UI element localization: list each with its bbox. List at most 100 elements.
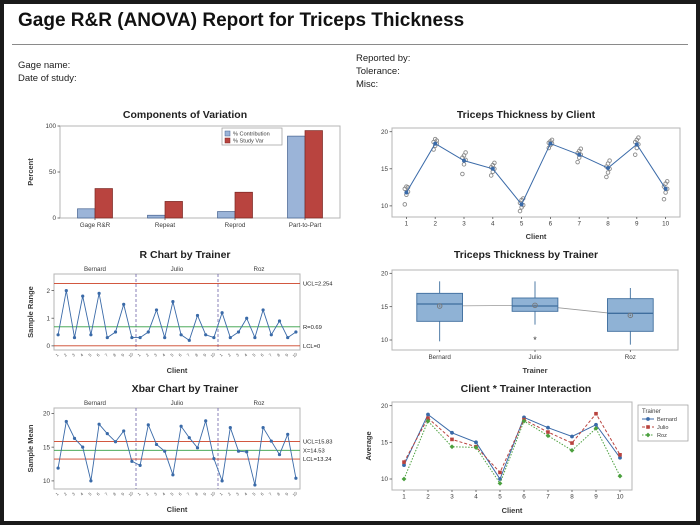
svg-text:10: 10 <box>662 221 670 228</box>
svg-text:Repeat: Repeat <box>155 222 176 229</box>
svg-text:Client: Client <box>167 505 188 514</box>
svg-text:8: 8 <box>276 352 282 358</box>
svg-text:Julio: Julio <box>171 400 184 407</box>
svg-text:Roz: Roz <box>625 354 636 361</box>
svg-text:Client: Client <box>526 232 547 241</box>
svg-text:Roz: Roz <box>253 400 264 407</box>
svg-text:3: 3 <box>462 221 466 228</box>
svg-text:Julio: Julio <box>171 266 184 273</box>
svg-text:10: 10 <box>291 351 298 358</box>
svg-text:10: 10 <box>209 490 216 497</box>
svg-text:2: 2 <box>63 352 69 358</box>
svg-text:1: 1 <box>136 491 142 497</box>
svg-text:7: 7 <box>186 352 192 358</box>
client-trainer-interaction-svg: 10 15 20 1 2 3 4 5 6 7 8 9 10 Trainer Bernard Julio Roz C… <box>364 401 689 515</box>
svg-text:9: 9 <box>284 352 290 358</box>
svg-text:15: 15 <box>43 444 51 451</box>
svg-text:LCL=13.24: LCL=13.24 <box>303 457 332 463</box>
svg-text:4: 4 <box>79 491 85 497</box>
misc-label: Misc: <box>356 79 379 90</box>
svg-text:R=0.69: R=0.69 <box>303 325 322 331</box>
svg-text:10: 10 <box>43 478 51 485</box>
header-fields-right: Reported by: Tolerance: Misc: <box>356 52 410 91</box>
svg-text:1: 1 <box>46 315 50 322</box>
panel-r-chart-by-trainer: R Chart by Trainer 0 1 2 Bernard Julio Roz UCL… <box>24 248 346 376</box>
svg-text:15: 15 <box>381 166 389 173</box>
svg-text:6: 6 <box>259 352 265 358</box>
panel-xbar-chart-by-trainer: Xbar Chart by Trainer 10 15 20 Bernard Julio… <box>24 382 346 515</box>
svg-text:Roz: Roz <box>253 266 264 273</box>
svg-text:3: 3 <box>153 491 159 497</box>
svg-text:UCL=15.83: UCL=15.83 <box>303 440 333 446</box>
svg-text:20: 20 <box>381 403 389 410</box>
svg-text:5: 5 <box>87 352 93 358</box>
components-of-variation-chart: 0 50 100 Gage R&R Repeat Reprod Part-to-Part Pe… <box>24 122 346 242</box>
svg-text:1: 1 <box>402 494 406 501</box>
svg-text:4: 4 <box>243 352 249 358</box>
svg-text:1: 1 <box>54 352 60 358</box>
svg-text:5: 5 <box>87 491 93 497</box>
svg-text:6: 6 <box>95 352 101 358</box>
svg-text:20: 20 <box>381 129 389 136</box>
svg-text:10: 10 <box>209 351 216 358</box>
svg-text:2: 2 <box>46 288 50 295</box>
svg-text:% Study Var: % Study Var <box>233 139 264 145</box>
svg-text:6: 6 <box>177 352 183 358</box>
svg-text:9: 9 <box>202 491 208 497</box>
svg-text:5: 5 <box>498 494 502 501</box>
gage-name-label: Gage name: <box>18 60 71 71</box>
r-chart-by-trainer-chart: 0 1 2 Bernard Julio Roz UCL=2.254 R=0.69 LCL=0 1 2… <box>24 262 346 376</box>
svg-text:4: 4 <box>474 494 478 501</box>
svg-text:8: 8 <box>570 494 574 501</box>
svg-text:Bernard: Bernard <box>428 354 451 361</box>
svg-text:6: 6 <box>259 491 265 497</box>
title-divider <box>12 44 688 45</box>
svg-text:6: 6 <box>95 491 101 497</box>
svg-text:5: 5 <box>251 491 257 497</box>
svg-text:4: 4 <box>243 491 249 497</box>
svg-text:8: 8 <box>112 491 118 497</box>
svg-text:10: 10 <box>127 351 134 358</box>
svg-text:10: 10 <box>381 476 389 483</box>
svg-text:10: 10 <box>381 203 389 210</box>
svg-text:8: 8 <box>194 491 200 497</box>
svg-text:6: 6 <box>549 221 553 228</box>
svg-text:1: 1 <box>218 491 224 497</box>
svg-text:5: 5 <box>520 221 524 228</box>
svg-text:Average: Average <box>364 431 373 460</box>
thickness-by-trainer-svg: 10 15 20 Bernard * Julio Roz Trainer <box>381 269 679 375</box>
svg-text:3: 3 <box>153 352 159 358</box>
svg-text:0: 0 <box>52 215 56 222</box>
svg-text:1: 1 <box>218 352 224 358</box>
svg-text:8: 8 <box>194 352 200 358</box>
svg-text:Bernard: Bernard <box>84 266 107 273</box>
svg-text:3: 3 <box>71 491 77 497</box>
svg-text:1: 1 <box>136 352 142 358</box>
chart-title-r-chart: R Chart by Trainer <box>139 249 231 261</box>
svg-text:*: * <box>533 335 537 345</box>
svg-text:10: 10 <box>291 490 298 497</box>
svg-text:5: 5 <box>251 352 257 358</box>
svg-text:2: 2 <box>145 352 151 358</box>
svg-text:9: 9 <box>284 491 290 497</box>
svg-text:9: 9 <box>120 352 126 358</box>
svg-text:9: 9 <box>594 494 598 501</box>
xbar-chart-by-trainer-chart: 10 15 20 Bernard Julio Roz UCL=15.83 X=14.53 LCL… <box>24 396 346 515</box>
svg-text:X=14.53: X=14.53 <box>303 448 325 454</box>
svg-text:2: 2 <box>227 491 233 497</box>
svg-text:7: 7 <box>577 221 581 228</box>
svg-text:% Contribution: % Contribution <box>233 132 270 138</box>
chart-title-thickness-by-trainer: Triceps Thickness by Trainer <box>453 249 599 261</box>
svg-text:2: 2 <box>433 221 437 228</box>
svg-text:10: 10 <box>381 337 389 344</box>
svg-text:3: 3 <box>235 352 241 358</box>
svg-text:9: 9 <box>202 352 208 358</box>
chart-title-xbar-chart: Xbar Chart by Trainer <box>131 383 239 395</box>
svg-text:7: 7 <box>546 494 550 501</box>
svg-text:10: 10 <box>616 494 624 501</box>
svg-text:7: 7 <box>268 491 274 497</box>
report-title: Gage R&R (ANOVA) Report for Triceps Thic… <box>18 10 465 31</box>
svg-text:Trainer: Trainer <box>522 366 547 375</box>
